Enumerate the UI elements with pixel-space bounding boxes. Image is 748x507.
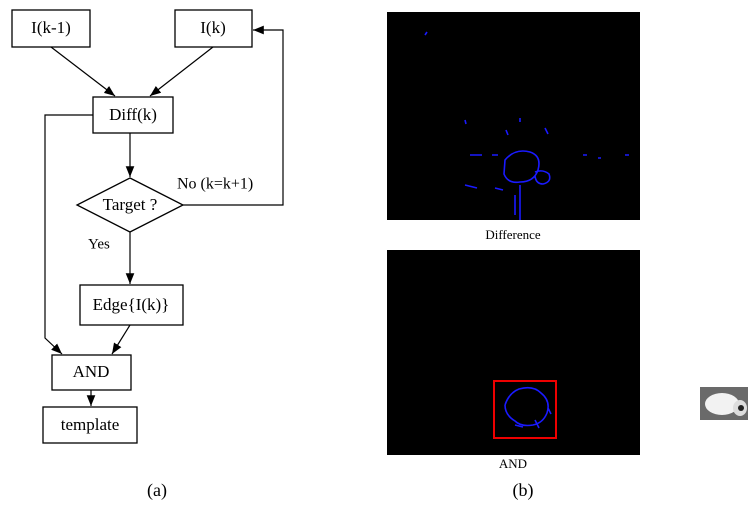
edge-label: Yes [88,236,110,252]
caption: (b) [513,480,534,501]
arrow [149,46,214,97]
node-label: Target ? [103,195,158,214]
and-image [387,250,640,455]
node-label: Diff(k) [109,105,157,124]
node-box [79,284,184,326]
difference-image [387,12,640,220]
node-box [174,9,253,48]
node-box [51,354,132,391]
arrow [44,114,93,355]
arrow [183,25,284,206]
image-label: AND [499,456,527,471]
image-label: Difference [485,227,541,242]
template-thumbnail [700,387,748,420]
arrow [50,46,116,97]
node-label: AND [73,362,110,381]
arrow [111,324,131,355]
edges [44,25,284,406]
edge-label: No (k=k+1) [177,176,253,193]
node-box [42,406,138,444]
decision [75,177,185,233]
caption: (a) [147,480,167,501]
node-box [11,9,91,48]
node-label: I(k-1) [31,18,71,37]
node-label: Edge{I(k)} [93,295,170,314]
node-label: I(k) [200,18,225,37]
node-label: template [61,415,120,434]
node-box [92,96,174,134]
